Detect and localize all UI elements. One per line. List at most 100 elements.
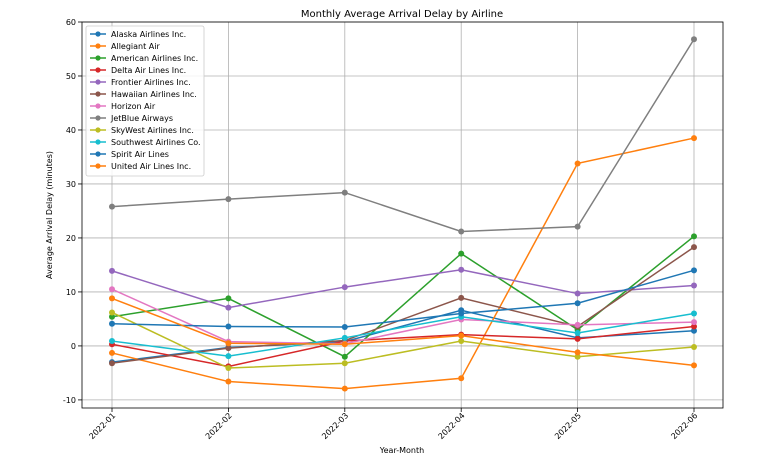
legend-marker — [95, 151, 101, 157]
legend-item: Allegiant Air — [90, 42, 160, 51]
y-tick-label: 10 — [66, 288, 76, 297]
legend-item: JetBlue Airways — [90, 114, 173, 123]
data-point — [225, 295, 232, 302]
x-tick-label: 2022-03 — [320, 411, 350, 441]
series-line — [111, 38, 695, 233]
series-layer — [109, 36, 697, 392]
data-point — [458, 266, 465, 273]
series-1 — [109, 135, 697, 392]
data-point — [109, 309, 115, 316]
legend-marker — [95, 55, 101, 61]
data-point — [691, 36, 697, 43]
legend-label: Hawaiian Airlines Inc. — [111, 90, 197, 99]
legend-item: SkyWest Airlines Inc. — [90, 126, 194, 135]
data-point — [225, 304, 232, 311]
x-tick-label: 2022-04 — [437, 411, 467, 441]
data-point — [341, 189, 348, 196]
legend-marker — [95, 163, 101, 169]
y-axis-label: Average Arrival Delay (minutes) — [45, 151, 54, 279]
series-10 — [109, 267, 697, 331]
data-point — [691, 323, 697, 330]
data-point — [574, 329, 581, 336]
data-point — [225, 323, 232, 330]
series-4 — [109, 266, 697, 311]
legend-marker — [95, 127, 101, 133]
legend-marker — [95, 67, 101, 73]
data-point — [691, 233, 697, 240]
legend-item: Southwest Airlines Co. — [90, 138, 201, 147]
y-tick-label: 20 — [66, 234, 76, 243]
legend-marker — [95, 115, 101, 121]
data-point — [109, 203, 115, 210]
legend-label: Frontier Airlines Inc. — [111, 78, 191, 87]
data-point — [458, 228, 465, 235]
series-line — [111, 288, 695, 345]
data-point — [574, 353, 581, 360]
data-point — [574, 349, 581, 356]
data-point — [691, 135, 697, 142]
plot-frame — [81, 21, 724, 409]
legend-item: Hawaiian Airlines Inc. — [90, 90, 197, 99]
x-axis-label: Year-Month — [379, 446, 424, 455]
data-point — [691, 244, 697, 251]
legend-marker — [95, 43, 101, 49]
data-point — [225, 353, 232, 360]
data-point — [225, 196, 232, 203]
data-point — [691, 310, 697, 317]
series-9 — [109, 310, 697, 360]
legend-frame — [85, 25, 205, 177]
y-tick-label: 50 — [66, 72, 76, 81]
data-point — [691, 319, 697, 326]
data-point — [109, 349, 115, 356]
data-point — [458, 332, 465, 339]
data-point — [341, 360, 348, 367]
series-line — [111, 235, 695, 358]
data-point — [341, 341, 348, 348]
data-point — [109, 267, 115, 274]
data-point — [341, 324, 348, 331]
series-line — [111, 297, 695, 367]
data-point — [574, 321, 581, 328]
legend-label: Alaska Airlines Inc. — [111, 30, 186, 39]
data-point — [341, 385, 348, 392]
data-point — [691, 362, 697, 369]
data-point — [109, 320, 115, 327]
series-line — [111, 246, 695, 364]
data-point — [574, 335, 581, 342]
legend-label: Delta Air Lines Inc. — [111, 66, 186, 75]
series-3 — [109, 323, 697, 370]
x-tick-label: 2022-01 — [87, 411, 117, 441]
data-point — [458, 294, 465, 301]
data-point — [225, 340, 232, 347]
legend-label: Southwest Airlines Co. — [111, 138, 201, 147]
data-point — [691, 327, 697, 334]
legend-item: United Air Lines Inc. — [90, 162, 191, 171]
data-point — [109, 360, 115, 367]
legend-marker — [95, 91, 101, 97]
chart-title: Monthly Average Arrival Delay by Airline — [301, 9, 503, 20]
series-7 — [109, 36, 697, 235]
data-point — [109, 313, 115, 320]
y-tick-label: 40 — [66, 126, 76, 135]
legend-marker — [95, 139, 101, 145]
data-point — [225, 345, 232, 352]
legend-label: American Airlines Inc. — [111, 54, 198, 63]
data-point — [458, 310, 465, 317]
x-tick-label: 2022-05 — [553, 411, 583, 441]
legend-marker — [95, 79, 101, 85]
series-line — [111, 269, 695, 309]
data-point — [341, 284, 348, 291]
series-line — [111, 325, 695, 368]
legend-item: Delta Air Lines Inc. — [90, 66, 186, 75]
data-point — [574, 160, 581, 167]
legend-item: Horizon Air — [90, 102, 156, 111]
data-point — [574, 290, 581, 297]
data-point — [458, 338, 465, 345]
series-line — [111, 269, 695, 328]
data-point — [691, 282, 697, 289]
data-point — [225, 365, 232, 372]
data-point — [341, 334, 348, 341]
legend-item: American Airlines Inc. — [90, 54, 198, 63]
legend-label: Spirit Air Lines — [111, 150, 169, 159]
legend-item: Alaska Airlines Inc. — [90, 30, 186, 39]
